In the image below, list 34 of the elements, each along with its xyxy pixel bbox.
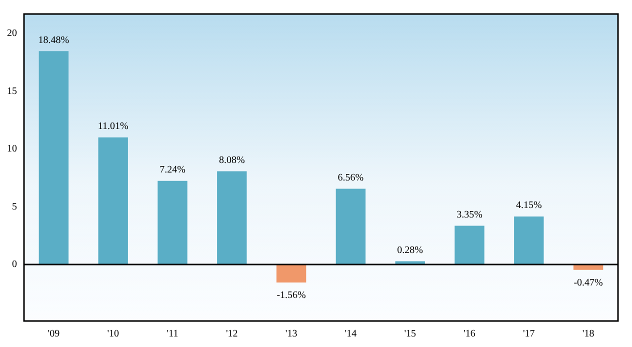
- data-label: 7.24%: [160, 164, 186, 176]
- x-tick-label: '16: [464, 328, 476, 340]
- bar: [217, 171, 247, 264]
- data-label: 8.08%: [218, 154, 245, 166]
- x-tick-label: '11: [166, 328, 178, 340]
- bar: [38, 51, 69, 264]
- x-tick-label: '12: [226, 328, 238, 340]
- data-label: 6.56%: [338, 172, 364, 184]
- x-tick-label: '10: [107, 328, 120, 340]
- x-tick-label: '18: [582, 328, 594, 340]
- bar: [276, 264, 306, 282]
- bar: [158, 180, 188, 264]
- bar: [514, 216, 544, 264]
- bar: [98, 137, 128, 264]
- data-label: 0.28%: [397, 244, 424, 256]
- x-tick-label: '13: [285, 328, 298, 340]
- data-label: -0.47%: [574, 277, 603, 288]
- x-tick-label: '09: [48, 328, 60, 340]
- y-tick-label: 15: [7, 86, 17, 97]
- y-tick-label: 0: [12, 259, 17, 270]
- bar: [336, 188, 366, 264]
- data-label: 3.35%: [456, 209, 482, 220]
- x-tick-label: '15: [404, 328, 416, 340]
- y-tick-label: 20: [7, 28, 17, 40]
- x-tick-label: '17: [522, 328, 535, 340]
- data-label: -1.56%: [276, 290, 306, 302]
- bar: [454, 226, 484, 264]
- y-tick-label: 10: [7, 144, 17, 155]
- y-tick-label: 5: [12, 201, 17, 212]
- x-tick-label: '14: [344, 328, 357, 340]
- data-label: 18.48%: [38, 34, 70, 46]
- data-label: 11.01%: [98, 121, 128, 132]
- bar: [573, 264, 604, 270]
- data-label: 4.15%: [516, 200, 542, 212]
